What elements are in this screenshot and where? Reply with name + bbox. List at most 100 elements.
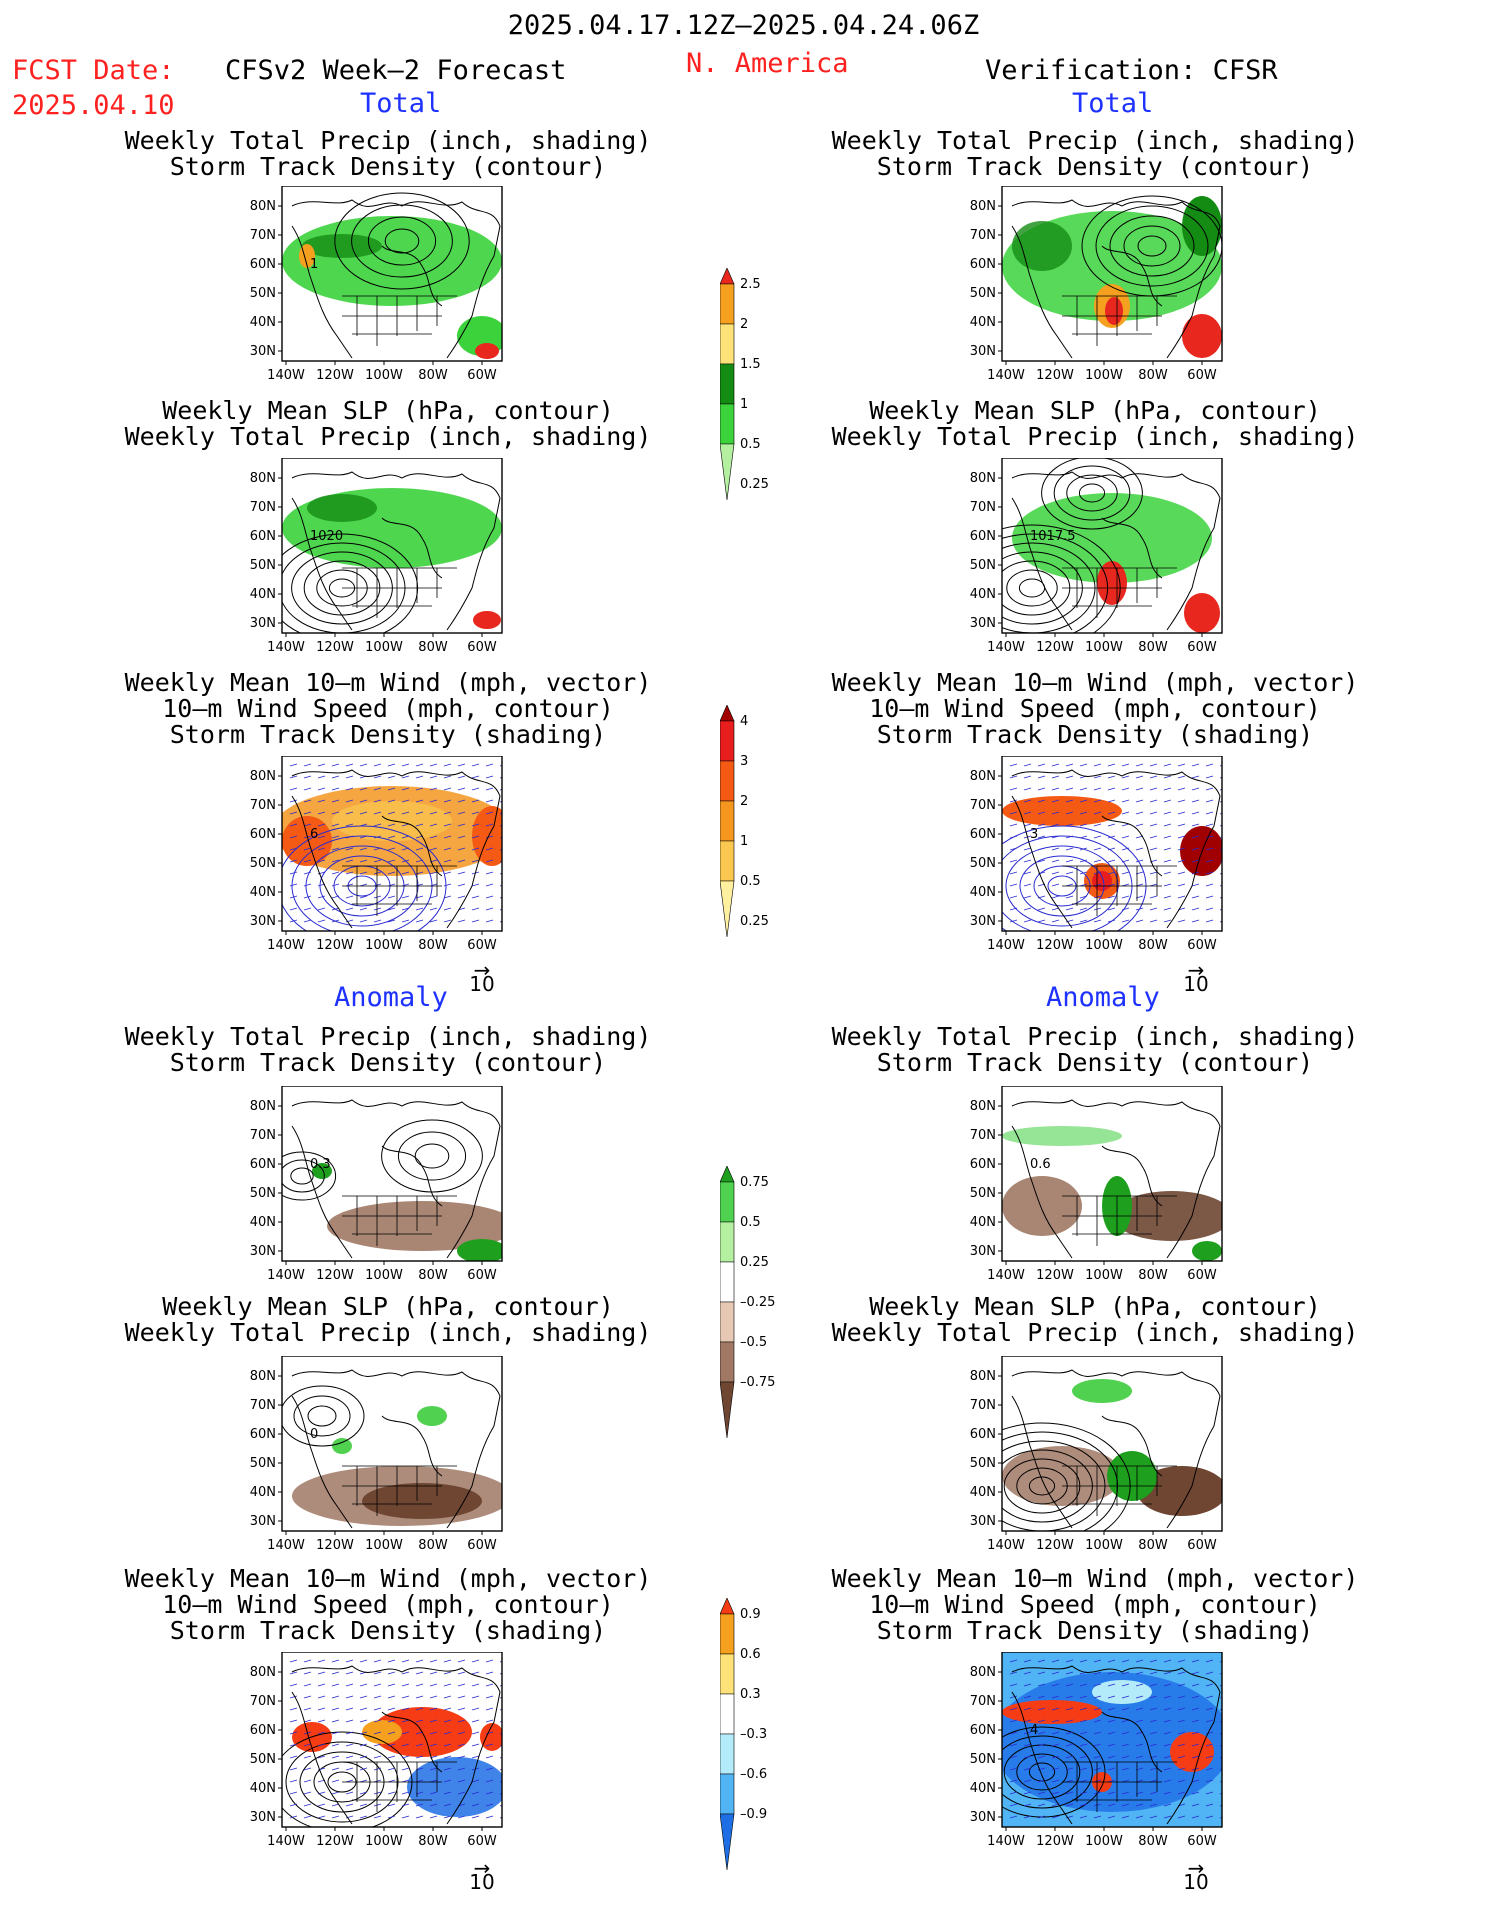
colorbar-label: –0.5 (740, 1335, 767, 1350)
model-title: CFSv2 Week–2 Forecast (225, 55, 567, 86)
lon-tick-label: 100W (1085, 938, 1123, 953)
lon-tick-label: 60W (1187, 1538, 1217, 1553)
vector-ref-r-anom: → (1187, 1856, 1205, 1880)
lon-tick-label: 120W (316, 1538, 354, 1553)
lon-tick-label: 140W (267, 640, 305, 655)
map-r-slp-total: 80N 70N 60N 50N 40N 30N 140W 120W 100W 80W 60W 1017… (958, 458, 1230, 657)
lat-tick-label: 40N (250, 1781, 276, 1796)
lon-tick-label: 140W (987, 1834, 1025, 1849)
map-r-precip-anom: 80N 70N 60N 50N 40N 30N 140W 120W 100W 80W 60W 0.6 (958, 1086, 1230, 1285)
lat-tick-label: 60N (250, 1157, 276, 1172)
lon-tick-label: 120W (1036, 1268, 1074, 1283)
map-r-wind-anom: 80N 70N 60N 50N 40N 30N 140W 120W 100W 80W 60W 4 (958, 1652, 1230, 1851)
lon-tick-label: 80W (418, 1834, 448, 1849)
lat-tick-label: 30N (970, 344, 996, 359)
contour-label: 1020 (310, 529, 343, 544)
map-svg: 80N 70N 60N 50N 40N 30N 140W 120W 100W 80W 60W 0.3 (250, 1086, 503, 1283)
colorbar-swatch (719, 363, 735, 405)
colorbar-svg: 0.9 0.6 0.3 –0.3 –0.6 –0.9 (719, 1597, 767, 1871)
colorbar-label: 1 (740, 397, 748, 412)
lon-tick-label: 80W (418, 640, 448, 655)
lat-tick-label: 50N (250, 286, 276, 301)
lon-tick-label: 120W (316, 1834, 354, 1849)
lon-tick-label: 60W (467, 640, 497, 655)
map-svg: 80N 70N 60N 50N 40N 30N 140W 120W 100W 80W 60W 1020 (250, 458, 503, 655)
lat-tick-label: 80N (250, 199, 276, 214)
lon-tick-label: 140W (267, 1834, 305, 1849)
map-svg: 80N 70N 60N 50N 40N 30N 140W 120W 100W 80W 60W (250, 1652, 503, 1849)
lat-tick-label: 30N (250, 1514, 276, 1529)
colorbar-label: 3 (740, 754, 748, 769)
lat-tick-label: 60N (970, 1427, 996, 1442)
lat-tick-label: 50N (970, 1186, 996, 1201)
lat-tick-label: 40N (250, 1485, 276, 1500)
vector-ref-l-total: → (473, 958, 491, 982)
map-l-precip-anom: 80N 70N 60N 50N 40N 30N 140W 120W 100W 80W 60W 0.3 (238, 1086, 510, 1285)
lat-tick-label: 40N (970, 1485, 996, 1500)
lat-tick-label: 50N (970, 1456, 996, 1471)
colorbar-label: 2.5 (740, 277, 761, 292)
lat-tick-label: 40N (250, 885, 276, 900)
lon-tick-label: 120W (1036, 368, 1074, 383)
colorbar-label: 0.9 (740, 1607, 761, 1622)
colorbar-label: 2 (740, 794, 748, 809)
lat-tick-label: 30N (250, 914, 276, 929)
contour-label: 0 (310, 1427, 318, 1442)
colorbar-swatch (719, 1165, 735, 1183)
vector-ref-l-anom: → (473, 1856, 491, 1880)
contour-label: 6 (310, 827, 318, 842)
colorbar-swatch (719, 443, 735, 501)
colorbar-swatch (719, 1653, 735, 1695)
map-svg: 80N 70N 60N 50N 40N 30N 140W 120W 100W 80W 60W (970, 186, 1223, 383)
colorbar-swatch (719, 1181, 735, 1223)
fcst-date-label: FCST Date: (12, 55, 175, 86)
fcst-date-value: 2025.04.10 (12, 90, 175, 121)
colorbar-label: 0.75 (740, 1175, 769, 1190)
lon-tick-label: 80W (1138, 1538, 1168, 1553)
lon-tick-label: 60W (467, 938, 497, 953)
title-l-wind-anom: Weekly Mean 10–m Wind (mph, vector) 10–m … (124, 1564, 652, 1645)
lat-tick-label: 50N (250, 1186, 276, 1201)
verification-title: Verification: CFSR (985, 55, 1278, 86)
lat-tick-label: 80N (970, 471, 996, 486)
map-svg: 80N 70N 60N 50N 40N 30N 140W 120W 100W 80W 60W (970, 1356, 1223, 1553)
lon-tick-label: 60W (1187, 1268, 1217, 1283)
colorbar-label: –0.9 (740, 1807, 767, 1822)
lat-tick-label: 50N (250, 1752, 276, 1767)
lat-tick-label: 80N (250, 471, 276, 486)
colorbar-label: –0.75 (740, 1375, 775, 1390)
lon-tick-label: 80W (418, 938, 448, 953)
colorbar-swatch (719, 704, 735, 722)
colorbar-swatch (719, 840, 735, 882)
lat-tick-label: 70N (250, 1398, 276, 1413)
lat-tick-label: 80N (970, 1369, 996, 1384)
map-svg: 80N 70N 60N 50N 40N 30N 140W 120W 100W 80W 60W 4 (970, 1652, 1223, 1849)
colorbar-swatch (719, 1301, 735, 1343)
lat-tick-label: 60N (250, 827, 276, 842)
lon-tick-label: 140W (267, 368, 305, 383)
lon-tick-label: 60W (1187, 640, 1217, 655)
lon-tick-label: 120W (316, 1268, 354, 1283)
colorbar-swatch (719, 1613, 735, 1655)
left-anomaly-label: Anomaly (334, 982, 448, 1013)
colorbar-label: –0.3 (740, 1727, 767, 1742)
lon-tick-label: 140W (267, 938, 305, 953)
lat-tick-label: 70N (250, 228, 276, 243)
lon-tick-label: 120W (1036, 1834, 1074, 1849)
lat-tick-label: 40N (250, 587, 276, 602)
lon-tick-label: 60W (467, 1268, 497, 1283)
lat-tick-label: 60N (250, 257, 276, 272)
colorbar-swatch (719, 760, 735, 802)
lon-tick-label: 60W (467, 1834, 497, 1849)
left-total-label: Total (360, 88, 442, 119)
lat-tick-label: 80N (970, 199, 996, 214)
title-l-precip-anom: Weekly Total Precip (inch, shading) Storm… (124, 1022, 652, 1077)
lon-tick-label: 100W (1085, 1538, 1123, 1553)
colorbar-storm-anom: 0.9 0.6 0.3 –0.3 –0.6 –0.9 (719, 1597, 830, 1878)
colorbar-label: –0.6 (740, 1767, 767, 1782)
lon-tick-label: 140W (987, 1538, 1025, 1553)
title-l-slp-anom: Weekly Mean SLP (hPa, contour) Weekly Tot… (124, 1292, 652, 1347)
colorbar-precip-anom: 0.75 0.5 0.25 –0.25 –0.5 –0.75 (719, 1165, 830, 1446)
vector-ref-l-total-label: 10 (469, 972, 495, 996)
colorbar-label: 1.5 (740, 357, 761, 372)
